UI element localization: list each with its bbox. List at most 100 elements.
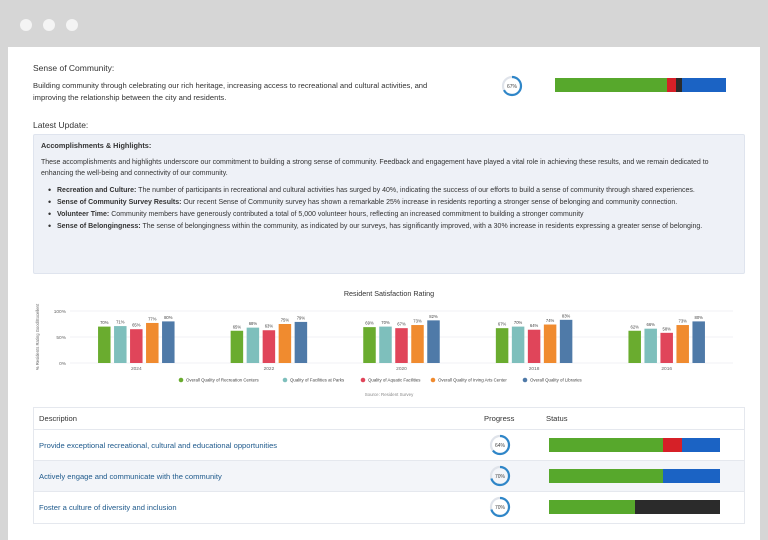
legend-label: Quality of Aquatic Facilities (368, 378, 421, 383)
list-item-title: Volunteer Time: (57, 211, 110, 218)
status-segment (662, 469, 720, 483)
legend-label: Overall Quality of Recreation Centers (186, 378, 260, 383)
legend-swatch (178, 377, 184, 383)
dashboard-card: Sense of Community: Building community t… (8, 47, 760, 540)
sense-title: Sense of Community: (33, 63, 115, 73)
goals-table: Description Progress Status Provide exce… (33, 407, 745, 524)
row-progress: 64% (479, 430, 546, 460)
table-row[interactable]: Foster a culture of diversity and inclus… (34, 492, 744, 523)
legend-swatch (430, 377, 436, 383)
window-dot-icon[interactable] (66, 19, 78, 31)
list-item-text: Our recent Sense of Community survey has… (181, 199, 678, 206)
bar (427, 320, 440, 363)
table-row[interactable]: Provide exceptional recreational, cultur… (34, 430, 744, 461)
latest-update-label: Latest Update: (33, 120, 89, 130)
bar (246, 327, 260, 363)
row-description[interactable]: Actively engage and communicate with the… (39, 471, 222, 481)
bar (495, 328, 509, 363)
update-heading: Accomplishments & Highlights: (41, 141, 152, 150)
row-progress: 70% (479, 461, 546, 491)
legend-swatch (522, 377, 528, 383)
chart-svg: Resident Satisfaction Rating 0% 50% 100% % R… (35, 289, 733, 397)
table-header: Description Progress Status (34, 408, 744, 430)
update-list: Recreation and Culture: The number of pa… (41, 185, 736, 232)
y-tick-label: 0% (59, 361, 67, 367)
bar-value-label: 77% (148, 316, 157, 321)
bar (559, 319, 573, 363)
bar (162, 321, 175, 363)
bar-value-label: 70% (381, 320, 390, 325)
progress-ring: 67% (501, 75, 523, 97)
bar (278, 324, 292, 363)
bar (379, 326, 392, 363)
list-item-title: Sense of Community Survey Results: (57, 199, 182, 206)
status-bar (549, 469, 720, 483)
window-dot-icon[interactable] (20, 19, 32, 31)
bar-value-label: 70% (100, 320, 109, 325)
bar (692, 321, 705, 363)
row-status (546, 430, 744, 460)
bar (660, 332, 673, 363)
list-item: Sense of Community Survey Results: Our r… (48, 197, 736, 208)
row-description[interactable]: Foster a culture of diversity and inclus… (39, 503, 177, 512)
bar (527, 329, 541, 363)
bar (114, 326, 127, 363)
legend-label: Quality of Facilities at Parks (290, 378, 345, 383)
status-segment (682, 78, 726, 92)
bar (262, 330, 276, 363)
bar-value-label: 74% (546, 318, 555, 323)
list-item: Recreation and Culture: The number of pa… (48, 185, 736, 196)
status-segment (681, 438, 720, 452)
ring-fill (489, 496, 511, 518)
y-tick-label: 50% (56, 335, 66, 341)
bar-value-label: 80% (695, 315, 704, 320)
list-item-text: Community members have generously contri… (109, 211, 584, 218)
bar-value-label: 71% (116, 320, 125, 325)
bar (511, 326, 525, 363)
row-description[interactable]: Provide exceptional recreational, cultur… (39, 440, 278, 450)
status-bar (549, 500, 720, 514)
header-description: Description (39, 414, 77, 423)
bar-value-label: 63% (265, 324, 274, 329)
status-segment (555, 78, 667, 92)
x-tick-label: 2022 (264, 366, 275, 372)
bar-value-label: 80% (164, 315, 173, 320)
update-box: Accomplishments & Highlights: These acco… (33, 134, 745, 274)
list-item: Sense of Belongingness: The sense of bel… (48, 221, 736, 232)
status-segment (634, 500, 720, 514)
progress-ring: 70% (489, 496, 511, 518)
list-item-text: The sense of belongingness within the co… (140, 223, 703, 230)
bar (543, 324, 557, 363)
chart-title: Resident Satisfaction Rating (344, 289, 434, 298)
legend-swatch (360, 377, 366, 383)
bar (230, 330, 244, 363)
progress-label: 67% (507, 84, 518, 90)
bar (395, 328, 408, 363)
update-intro: These accomplishments and highlights und… (41, 159, 709, 177)
row-status (546, 461, 744, 491)
bar-value-label: 66% (647, 322, 656, 327)
window-dot-icon[interactable] (43, 19, 55, 31)
bar-value-label: 73% (679, 319, 688, 324)
row-status (546, 492, 744, 523)
bar (146, 322, 159, 363)
bar-value-label: 68% (249, 321, 258, 326)
x-tick-label: 2024 (131, 366, 142, 372)
bar-value-label: 73% (413, 319, 422, 324)
x-tick-label: 2020 (396, 366, 407, 372)
legend-label: Overall Quality of Irving Arts Center (438, 378, 507, 383)
bar (676, 325, 689, 363)
table-row[interactable]: Actively engage and communicate with the… (34, 461, 744, 492)
bar-value-label: 70% (514, 320, 523, 325)
list-item-text: The number of participants in recreation… (136, 187, 695, 194)
progress-ring: 64% (489, 434, 511, 456)
satisfaction-chart: Resident Satisfaction Rating 0% 50% 100% % R… (33, 238, 745, 403)
status-segment (549, 500, 635, 514)
bar (644, 328, 657, 363)
row-progress: 70% (479, 492, 546, 523)
bar (294, 321, 308, 363)
list-item: Volunteer Time: Community members have g… (48, 209, 736, 220)
ring-fill (489, 434, 511, 456)
y-tick-label: 100% (54, 309, 67, 315)
bar-value-label: 65% (233, 324, 242, 329)
